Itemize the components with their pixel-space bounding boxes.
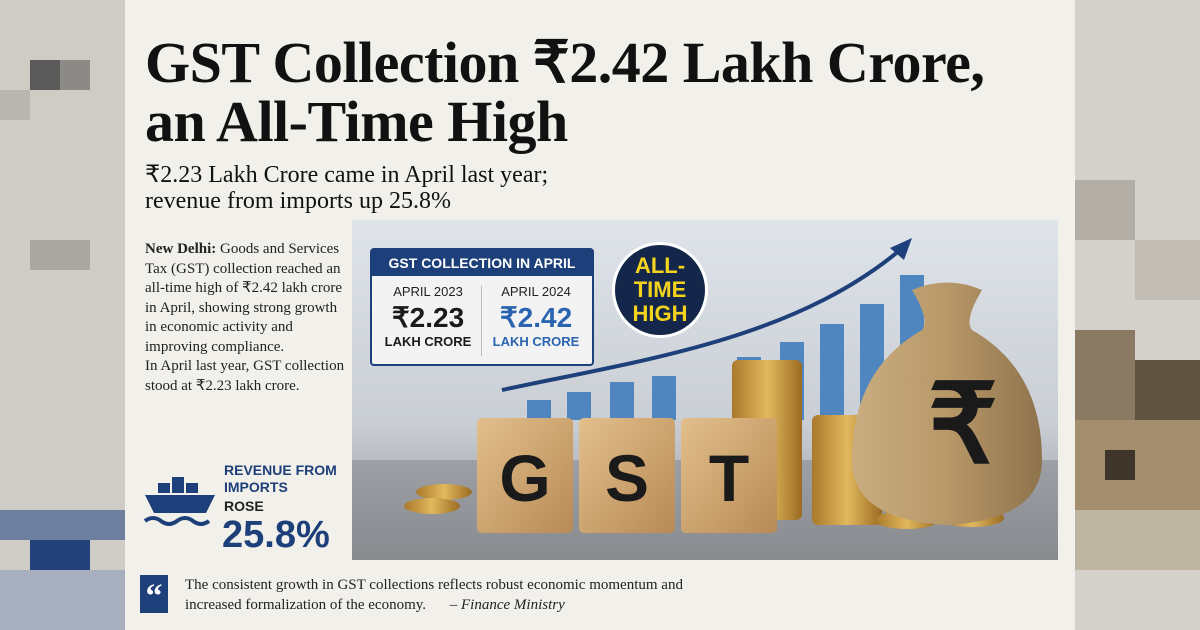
dateline: New Delhi: (145, 241, 217, 257)
paragraph: New Delhi: Goods and Services Tax (GST) … (145, 240, 345, 357)
unit: LAKH CRORE (384, 334, 472, 349)
subheadline: ₹2.23 Lakh Crore came in April last year… (145, 162, 549, 188)
block-letter: S (604, 441, 650, 515)
subheadline: revenue from imports up 25.8% (145, 188, 451, 214)
paragraph-text: Goods and Services Tax (GST) collection … (145, 241, 342, 355)
block-letter: T (708, 441, 750, 515)
imports-value: 25.8% (222, 514, 330, 556)
period: APRIL 2023 (393, 284, 463, 299)
unit: LAKH CRORE (492, 334, 580, 349)
badge-text: ALL-TIME HIGH (632, 253, 688, 326)
article-body: New Delhi: Goods and Services Tax (GST) … (145, 240, 345, 396)
quote: The consistent growth in GST collections… (185, 575, 705, 615)
info-title: GST COLLECTION IN APRIL (372, 250, 592, 276)
quote-icon: “ (140, 575, 168, 615)
quote-attribution: – Finance Ministry (449, 597, 565, 613)
imports-label: REVENUE FROM IMPORTS (224, 462, 337, 495)
amount: ₹2.42 (499, 302, 573, 333)
amount: ₹2.23 (391, 302, 465, 333)
rupee-symbol: ₹ (928, 363, 998, 486)
imports-verb: ROSE (224, 498, 264, 514)
ship-icon (143, 477, 215, 526)
badge: ALL-TIME HIGH (612, 242, 708, 338)
headline: an All-Time High (145, 89, 568, 154)
quote-text: The consistent growth in GST collections… (185, 577, 683, 613)
period: APRIL 2024 (501, 284, 571, 299)
info-column: APRIL 2024 ₹2.42 LAKH CRORE (482, 284, 590, 349)
info-column: APRIL 2023 ₹2.23 LAKH CRORE (374, 284, 482, 349)
headline: GST Collection ₹2.42 Lakh Crore, (145, 30, 985, 95)
paragraph: In April last year, GST collection stood… (145, 358, 345, 394)
info-box: GST COLLECTION IN APRIL APRIL 2023 ₹2.23… (370, 248, 594, 366)
block-letter: G (499, 441, 551, 515)
